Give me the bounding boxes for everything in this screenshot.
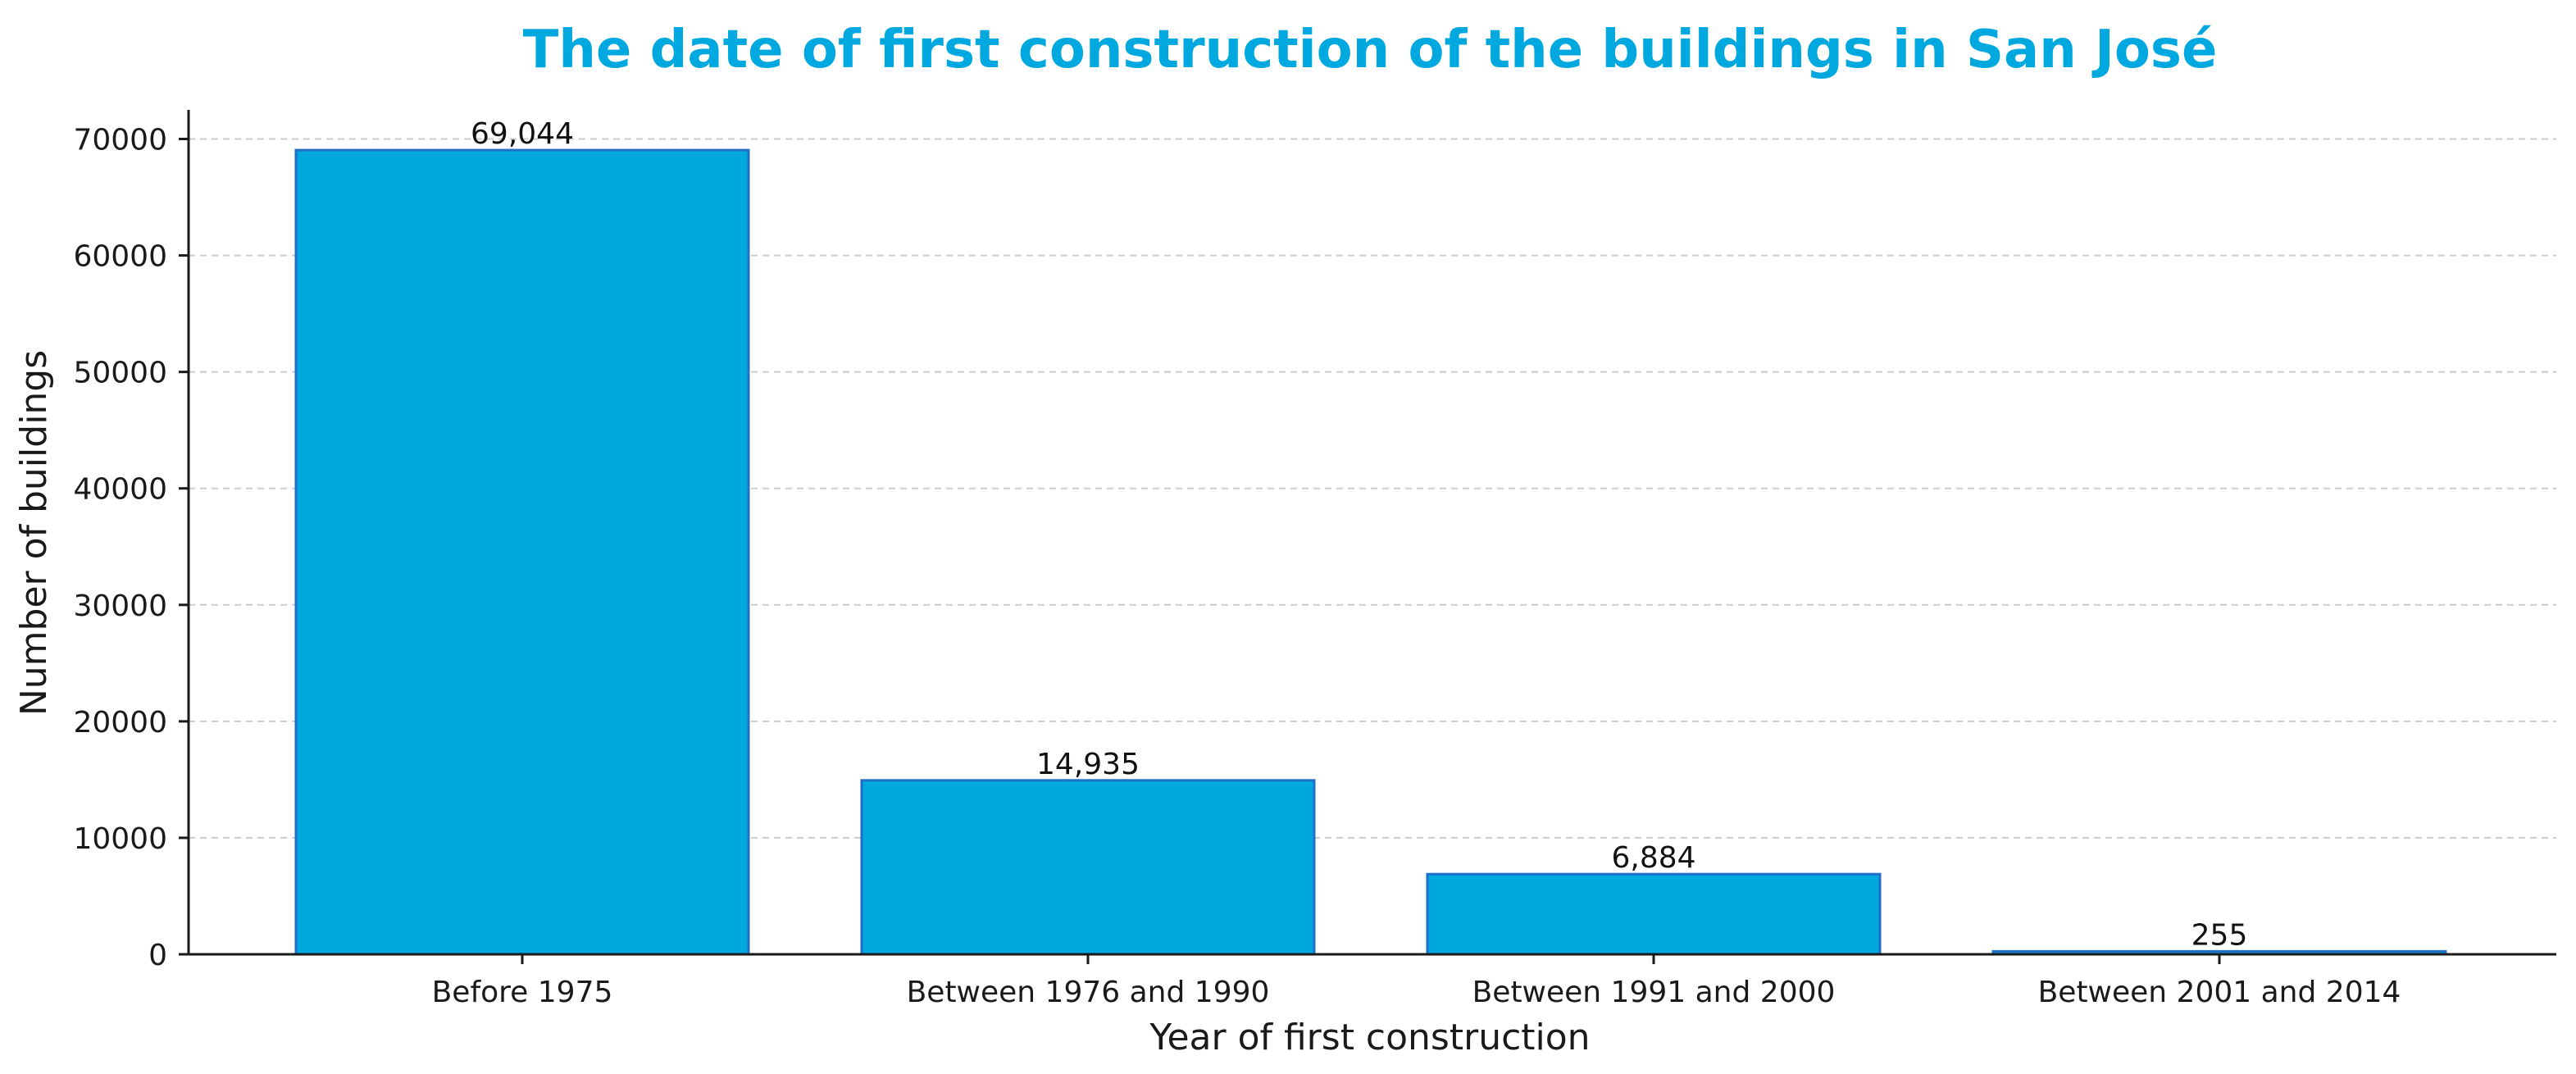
y-axis-title: Number of buildings xyxy=(13,350,55,716)
bar-value-label: 14,935 xyxy=(1036,748,1140,781)
bar-value-label: 255 xyxy=(2191,918,2248,952)
x-tick-label: Before 1975 xyxy=(432,976,613,1009)
y-tick-label: 60000 xyxy=(73,240,167,274)
y-tick-label: 20000 xyxy=(73,706,167,740)
bar-value-label: 6,884 xyxy=(1611,841,1695,875)
x-tick-label: Between 1991 and 2000 xyxy=(1472,976,1836,1009)
y-tick-label: 70000 xyxy=(73,124,167,157)
y-tick-label: 50000 xyxy=(73,357,167,390)
y-tick-label: 0 xyxy=(148,939,167,972)
bar-value-label: 69,044 xyxy=(471,117,574,151)
bar xyxy=(294,148,750,956)
data-labels: 69,044 14,935 6,884 255 xyxy=(471,117,2247,952)
y-tick-label: 30000 xyxy=(73,589,167,623)
x-tick-label: Between 1976 and 1990 xyxy=(907,976,1270,1009)
y-tick-label: 40000 xyxy=(73,473,167,507)
axes: 0 10000 20000 30000 40000 50000 60000 70000 Befo… xyxy=(73,110,2556,1009)
bar xyxy=(860,779,1316,956)
bars xyxy=(294,148,2447,956)
y-tick-label: 10000 xyxy=(73,822,167,856)
x-axis-title: Year of first construction xyxy=(1149,1017,1590,1058)
chart-title: The date of first construction of the bu… xyxy=(523,20,2218,80)
bar xyxy=(1426,872,1882,956)
x-tick-label: Between 2001 and 2014 xyxy=(2038,976,2401,1009)
